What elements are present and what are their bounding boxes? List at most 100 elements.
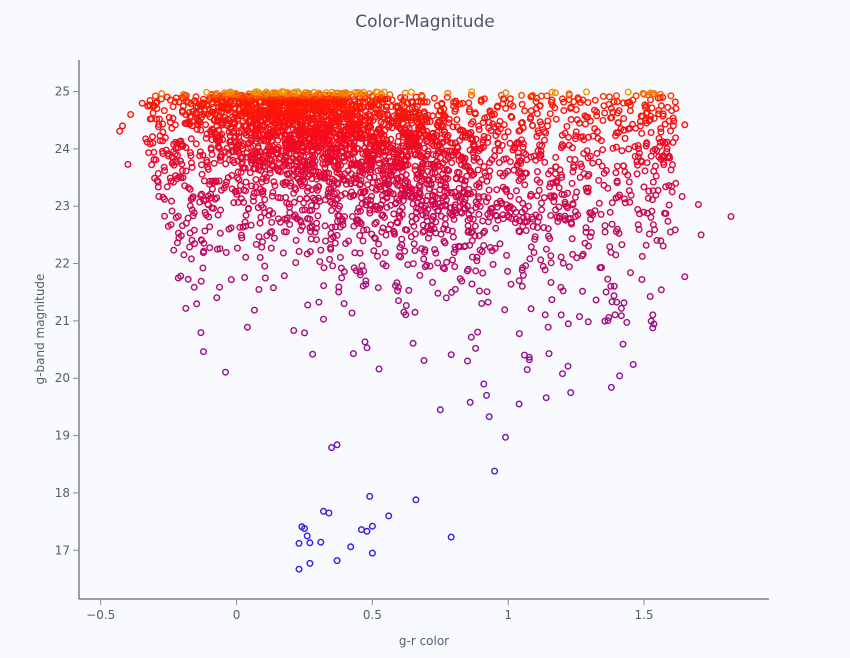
data-point[interactable]: [274, 215, 282, 223]
data-point[interactable]: [532, 98, 540, 106]
data-point[interactable]: [605, 100, 613, 108]
data-point[interactable]: [175, 173, 183, 181]
data-point[interactable]: [249, 197, 257, 205]
data-point[interactable]: [329, 105, 337, 113]
data-point[interactable]: [242, 253, 250, 261]
data-point[interactable]: [449, 233, 457, 241]
data-point[interactable]: [598, 162, 606, 170]
data-point[interactable]: [515, 195, 523, 203]
data-point[interactable]: [151, 174, 159, 182]
data-point[interactable]: [471, 222, 479, 230]
data-point[interactable]: [237, 195, 245, 203]
data-point[interactable]: [331, 239, 339, 247]
data-point[interactable]: [447, 188, 455, 196]
data-point[interactable]: [423, 261, 431, 269]
data-point[interactable]: [432, 249, 440, 257]
data-point[interactable]: [582, 113, 590, 121]
data-point[interactable]: [213, 294, 221, 302]
data-point[interactable]: [308, 206, 316, 214]
data-point[interactable]: [624, 88, 632, 96]
data-point[interactable]: [547, 259, 555, 267]
data-point[interactable]: [356, 268, 364, 276]
data-point[interactable]: [538, 206, 546, 214]
data-point[interactable]: [200, 247, 208, 255]
data-point[interactable]: [156, 137, 164, 145]
data-point[interactable]: [371, 235, 379, 243]
data-point[interactable]: [317, 538, 325, 546]
data-point[interactable]: [304, 214, 312, 222]
data-point[interactable]: [268, 227, 276, 235]
data-point[interactable]: [190, 226, 198, 234]
data-point[interactable]: [475, 122, 483, 130]
data-point[interactable]: [320, 282, 328, 290]
data-point[interactable]: [242, 178, 250, 186]
data-point[interactable]: [412, 150, 420, 158]
data-point[interactable]: [468, 280, 476, 288]
data-point[interactable]: [535, 186, 543, 194]
data-point[interactable]: [493, 186, 501, 194]
data-point[interactable]: [261, 274, 269, 282]
data-point[interactable]: [160, 163, 168, 171]
data-point[interactable]: [582, 228, 590, 236]
data-point[interactable]: [295, 565, 303, 573]
data-point[interactable]: [377, 165, 385, 173]
data-point[interactable]: [640, 183, 648, 191]
data-point[interactable]: [308, 186, 316, 194]
data-point[interactable]: [609, 108, 617, 116]
data-point[interactable]: [148, 133, 156, 141]
data-point[interactable]: [634, 141, 642, 149]
data-point[interactable]: [613, 162, 621, 170]
data-point[interactable]: [546, 110, 554, 118]
data-point[interactable]: [466, 105, 474, 113]
data-point[interactable]: [466, 214, 474, 222]
data-point[interactable]: [542, 129, 550, 137]
data-point[interactable]: [545, 350, 553, 358]
data-point[interactable]: [227, 276, 235, 284]
data-point[interactable]: [409, 260, 417, 268]
data-point[interactable]: [258, 178, 266, 186]
data-point[interactable]: [198, 170, 206, 178]
data-point[interactable]: [651, 162, 659, 170]
data-point[interactable]: [607, 383, 615, 391]
data-point[interactable]: [216, 245, 224, 253]
data-point[interactable]: [506, 139, 514, 147]
data-point[interactable]: [190, 283, 198, 291]
data-point[interactable]: [303, 187, 311, 195]
data-point[interactable]: [202, 121, 210, 129]
data-point[interactable]: [274, 166, 282, 174]
data-point[interactable]: [410, 240, 418, 248]
data-point[interactable]: [467, 91, 475, 99]
data-point[interactable]: [201, 208, 209, 216]
data-point[interactable]: [333, 441, 341, 449]
data-point[interactable]: [408, 212, 416, 220]
data-point[interactable]: [158, 90, 166, 98]
data-point[interactable]: [657, 237, 665, 245]
data-point[interactable]: [727, 212, 735, 220]
data-point[interactable]: [161, 167, 169, 175]
data-point[interactable]: [645, 187, 653, 195]
data-point[interactable]: [292, 259, 300, 267]
data-point[interactable]: [678, 192, 686, 200]
data-point[interactable]: [390, 210, 398, 218]
data-point[interactable]: [638, 252, 646, 260]
data-point[interactable]: [468, 253, 476, 261]
data-point[interactable]: [461, 242, 469, 250]
data-point[interactable]: [209, 103, 217, 111]
data-point[interactable]: [486, 107, 494, 115]
data-point[interactable]: [309, 114, 317, 122]
data-point[interactable]: [327, 243, 335, 251]
data-point[interactable]: [255, 233, 263, 241]
data-point[interactable]: [663, 138, 671, 146]
data-point[interactable]: [310, 88, 318, 96]
data-point[interactable]: [252, 176, 260, 184]
data-point[interactable]: [536, 118, 544, 126]
data-point[interactable]: [423, 196, 431, 204]
data-point[interactable]: [516, 157, 524, 165]
data-point[interactable]: [531, 233, 539, 241]
data-point[interactable]: [614, 119, 622, 127]
data-point[interactable]: [443, 165, 451, 173]
data-point[interactable]: [527, 153, 535, 161]
data-point[interactable]: [378, 228, 386, 236]
data-point[interactable]: [154, 169, 162, 177]
data-point[interactable]: [380, 158, 388, 166]
